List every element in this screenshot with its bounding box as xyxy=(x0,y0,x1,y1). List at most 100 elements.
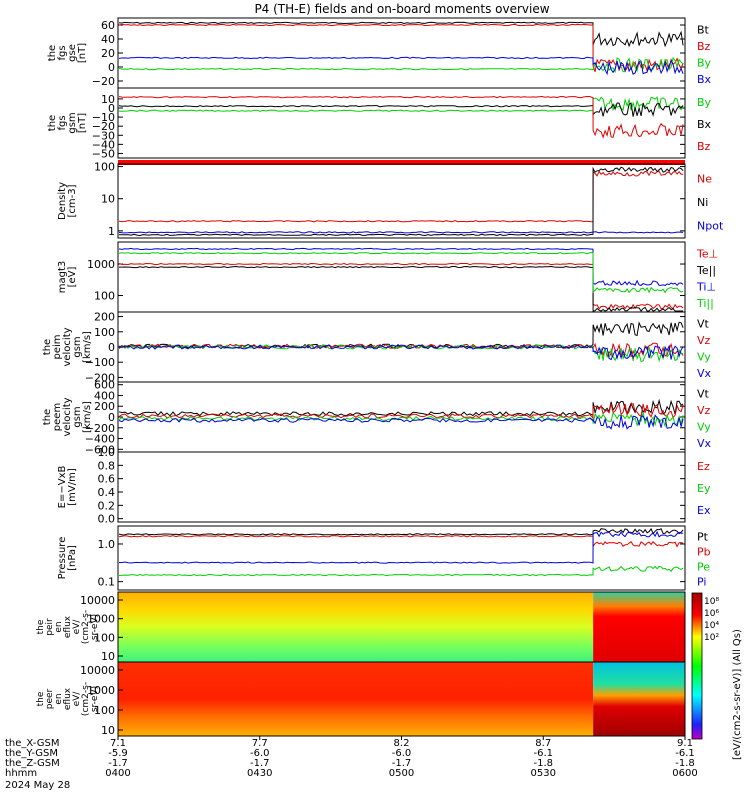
footer-tick-t: 0600 xyxy=(672,768,697,779)
footer-tick-y: -6.1 xyxy=(675,748,695,759)
y-axis-label: eV/ xyxy=(72,691,82,707)
legend-Pi: Pi xyxy=(697,576,706,589)
footer-tick-z: -1.7 xyxy=(250,758,270,769)
legend-Vx: Vx xyxy=(697,437,712,450)
series-line-Vz xyxy=(118,402,684,420)
y-tick-label: −10 xyxy=(92,111,115,124)
y-axis-label: eV/ xyxy=(72,619,82,635)
orbit-footer: the_X-GSMthe_Y-GSMthe_Z-GSMhhmm7.1-5.9-1… xyxy=(5,736,698,779)
series-line-By xyxy=(118,96,684,112)
legend-Vt: Vt xyxy=(697,387,710,400)
legend-Ez: Ez xyxy=(697,460,710,473)
y-tick-label: 0.2 xyxy=(98,499,116,512)
footer-tick-z: -1.8 xyxy=(533,758,553,769)
y-axis-label: sr-eV) xyxy=(90,614,100,640)
panel-frame xyxy=(117,87,686,159)
footer-row-label: hhmm xyxy=(5,768,37,779)
legend-Ex: Ex xyxy=(697,504,711,517)
legend-Ne: Ne xyxy=(697,173,712,186)
y-axis-label: [cm-3] xyxy=(67,184,78,217)
panel-frame xyxy=(117,241,686,313)
panel-temperature: 1000 100 magt3 [eV] Te⊥ Te|| Ti⊥ Ti|| xyxy=(57,241,718,313)
y-axis-label: peir xyxy=(45,618,55,636)
legend-By: By xyxy=(697,56,712,69)
y-axis-label: the xyxy=(36,619,46,634)
y-axis-label: the xyxy=(36,691,46,706)
legend-Vt: Vt xyxy=(697,317,710,330)
panel-efield: 1.00.80.60.40.20.0 E=−VxB [mV/m] Ez Ey Ex xyxy=(57,446,711,526)
panel-peim_velocity: 200 100 0 −100 −200 the peim velocity gsm [km/s] V… xyxy=(42,311,712,385)
y-axis-label: magt3 xyxy=(57,261,68,294)
y-axis-label: eflux xyxy=(63,687,73,710)
y-axis-label: gse xyxy=(67,44,78,62)
colorbar-tick: 10⁴ xyxy=(704,621,719,631)
status-bar xyxy=(118,160,685,165)
y-axis-label: fgs xyxy=(57,45,68,60)
series-line-Vt xyxy=(118,398,684,417)
y-tick-label: 100 xyxy=(94,704,115,717)
y-tick-label: 200 xyxy=(94,400,115,413)
panel-frame xyxy=(117,17,686,89)
series-line-Pe xyxy=(118,565,684,577)
series-line-Npot xyxy=(118,231,684,234)
figure-title: P4 (TH-E) fields and on-board moments ov… xyxy=(254,2,549,16)
footer-tick-t: 0500 xyxy=(389,768,414,779)
y-tick-label: −100 xyxy=(85,356,115,369)
legend-Vx: Vx xyxy=(697,367,712,380)
legend-Ti⊥: Ti⊥ xyxy=(696,280,716,293)
y-tick-label: 0.6 xyxy=(98,473,116,486)
y-axis-label: [km/s] xyxy=(82,331,93,363)
y-axis-label: the xyxy=(42,339,53,355)
panel-pressure: 1.0 0.1 Pressure [nPa] Pt Pb Pe Pi xyxy=(57,525,711,591)
y-axis-label: [nT] xyxy=(77,43,88,63)
series-line-Ni xyxy=(118,166,684,237)
legend-Pt: Pt xyxy=(697,531,709,544)
footer-tick-x: 8.2 xyxy=(394,738,410,749)
footer-tick-y: -6.0 xyxy=(250,748,270,759)
y-tick-label: 0 xyxy=(108,61,115,74)
y-tick-label: 0.0 xyxy=(98,513,116,526)
footer-tick-x: 8.7 xyxy=(535,738,551,749)
legend-Npot: Npot xyxy=(697,219,724,232)
y-tick-label: −200 xyxy=(85,371,115,384)
panel-density: 100 10 1 Density [cm-3] Ne Ni Npot xyxy=(57,161,724,239)
footer-row-label: the_X-GSM xyxy=(5,738,59,749)
series-line-Vt xyxy=(118,321,684,349)
footer-tick-x: 7.1 xyxy=(110,738,126,749)
series-line-Vx xyxy=(118,344,684,361)
legend-Vz: Vz xyxy=(697,404,711,417)
footer-tick-t: 0400 xyxy=(105,768,130,779)
y-tick-label: 40 xyxy=(101,33,115,46)
spectrogram-active xyxy=(593,592,685,662)
footer-row-label: the_Z-GSM xyxy=(5,758,60,769)
y-tick-label: 1000 xyxy=(87,258,115,271)
series-line-Bx xyxy=(118,102,684,117)
panel-frame xyxy=(117,163,686,239)
y-axis-label: the xyxy=(47,115,58,131)
legend-By: By xyxy=(697,96,712,109)
y-tick-label: −200 xyxy=(85,422,115,435)
y-axis-label: (cm2-s- xyxy=(81,682,91,716)
y-axis-label: [nT] xyxy=(77,113,88,133)
legend-Te⊥: Te⊥ xyxy=(696,247,718,260)
y-tick-label: 100 xyxy=(94,161,115,174)
y-tick-label: 1.0 xyxy=(98,538,116,551)
y-tick-label: 400 xyxy=(94,389,115,402)
y-tick-label: −20 xyxy=(92,75,115,88)
y-axis-label: peer xyxy=(45,688,55,709)
series-line-Pb xyxy=(118,535,684,548)
y-tick-label: 100 xyxy=(94,326,115,339)
series-line-Ne xyxy=(118,170,684,223)
y-tick-label: −40 xyxy=(92,138,115,151)
y-tick-label: 100 xyxy=(94,631,115,644)
spectrogram-active xyxy=(593,662,685,736)
legend-Ey: Ey xyxy=(697,482,711,495)
y-tick-label: 600 xyxy=(94,379,115,392)
series-line-Bx xyxy=(118,56,684,76)
y-tick-label: 10 xyxy=(101,650,115,663)
colorbar: [eV/(cm2-s-sr-eV)] (All Qs) xyxy=(691,592,743,760)
y-tick-label: 0 xyxy=(108,102,115,115)
footer-tick-x: 7.7 xyxy=(252,738,268,749)
